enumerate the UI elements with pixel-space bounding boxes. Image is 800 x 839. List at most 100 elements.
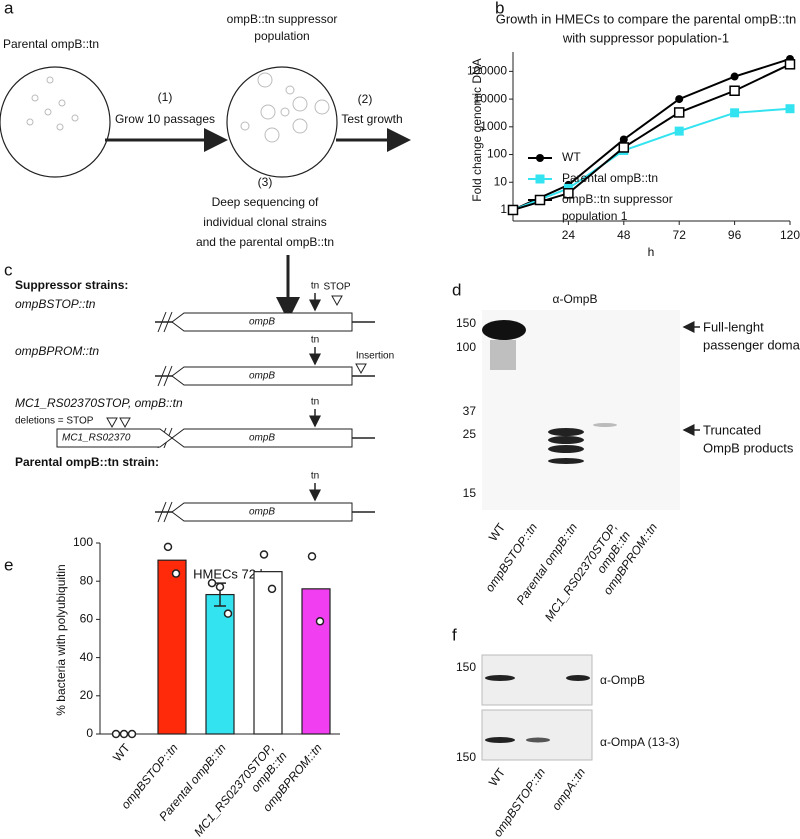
heading: Parental ompB::tn strain: xyxy=(15,455,159,469)
x-tick-label: 48 xyxy=(617,228,631,242)
bar xyxy=(253,571,283,735)
data-point xyxy=(315,617,325,626)
gene-box xyxy=(171,312,353,332)
band xyxy=(548,436,584,444)
band xyxy=(548,445,584,453)
marker xyxy=(784,59,796,70)
series-line xyxy=(512,63,791,211)
step-text: and the parental ompB::tn xyxy=(196,235,334,249)
gene-label: ompB xyxy=(249,507,275,518)
chart-title: with suppressor population-1 xyxy=(562,30,729,45)
y-tick-label: 60 xyxy=(80,612,94,626)
legend-entry: ompB::tn suppressor population 1 xyxy=(562,192,673,223)
y-axis-label: % bacteria with polyubiquitin xyxy=(54,564,68,715)
band xyxy=(490,340,516,370)
band xyxy=(482,320,526,340)
gene-box xyxy=(171,366,353,386)
marker-label: 150 xyxy=(456,316,476,330)
y-tick-label: 100000 xyxy=(467,64,507,78)
legend-marker xyxy=(536,154,544,162)
panel-label: e xyxy=(4,555,13,574)
series-line xyxy=(512,58,791,211)
data-point xyxy=(307,552,317,561)
triangle xyxy=(119,417,131,429)
gene-label: ompB xyxy=(249,371,275,382)
dish-label: population xyxy=(254,29,309,43)
mark-label: deletions = STOP xyxy=(15,416,94,427)
y-tick-label: 1000 xyxy=(480,119,507,133)
dish-label: ompB::tn suppressor xyxy=(227,12,338,26)
series-line xyxy=(512,107,791,211)
data-point xyxy=(119,729,129,739)
lane-label: WT xyxy=(486,520,509,544)
panel-label: b xyxy=(495,0,504,17)
marker-label: 150 xyxy=(456,660,476,674)
data-point xyxy=(127,729,137,739)
legend-entry: Parental ompB::tn xyxy=(562,171,658,185)
annotation: OmpB products xyxy=(703,440,794,455)
marker xyxy=(507,204,519,216)
x-tick-label: 96 xyxy=(728,228,742,242)
bar xyxy=(157,559,187,735)
bar xyxy=(301,588,331,735)
break-mark xyxy=(157,501,173,523)
marker-label: 15 xyxy=(463,486,477,500)
marker xyxy=(619,135,628,144)
annotation: Truncated xyxy=(703,422,761,437)
x-tick-label: WT xyxy=(110,740,133,764)
band xyxy=(548,428,584,436)
chart-title: Growth in HMECs to compare the parental … xyxy=(496,11,797,26)
y-tick-label: 1 xyxy=(500,202,507,216)
marker-label: 100 xyxy=(456,340,476,354)
band xyxy=(526,737,550,743)
legend-marker xyxy=(534,194,546,206)
band xyxy=(548,458,584,464)
y-tick-label: 40 xyxy=(80,650,94,664)
marker xyxy=(674,126,684,136)
antibody-label: α-OmpA (13-3) xyxy=(600,735,680,749)
x-tick-label: 72 xyxy=(673,228,687,242)
lane-label: MC1_RS02370STOP, xyxy=(542,521,620,624)
mark-label: Insertion xyxy=(356,351,394,362)
antibody-label: α-OmpB xyxy=(600,673,645,687)
x-axis-label: h xyxy=(648,245,655,259)
lane-label: WT xyxy=(486,765,509,789)
marker xyxy=(673,107,685,118)
panel-label: a xyxy=(4,0,14,17)
annotation: passenger domain xyxy=(703,337,800,352)
tn-label: tn xyxy=(311,281,319,292)
y-tick-label: 0 xyxy=(86,726,93,740)
step-text: Test growth xyxy=(341,112,402,126)
dish xyxy=(0,66,111,178)
tn-label: tn xyxy=(311,335,319,346)
marker xyxy=(729,85,740,96)
data-point xyxy=(215,582,225,592)
gene-label: MC1_RS02370 xyxy=(62,433,131,444)
legend-marker xyxy=(535,174,545,184)
y-axis-label: Fold change genomic DNA xyxy=(470,58,484,201)
x-tick-label: 24 xyxy=(562,228,576,242)
triangle xyxy=(355,363,367,375)
marker-label: 37 xyxy=(463,404,477,418)
x-tick-label: 120 xyxy=(780,228,800,242)
data-point xyxy=(171,569,181,578)
data-point xyxy=(207,578,217,588)
marker xyxy=(675,95,684,104)
colonies xyxy=(26,72,330,143)
lane-label: ompA::tn xyxy=(549,765,588,813)
strain-name: MC1_RS02370STOP, ompB::tn xyxy=(15,396,183,410)
y-tick-label: 10 xyxy=(494,174,508,188)
tn-label: tn xyxy=(311,471,319,482)
band xyxy=(485,675,515,681)
gene-box xyxy=(56,428,173,448)
annotation: Full-lenght xyxy=(703,319,764,334)
legend-entry: WT xyxy=(562,150,581,164)
step-number: (3) xyxy=(258,175,273,189)
step-text: individual clonal strains xyxy=(203,215,326,229)
marker xyxy=(730,72,739,81)
marker xyxy=(785,104,795,114)
y-tick-label: 80 xyxy=(80,573,94,587)
heading: Suppressor strains: xyxy=(15,278,128,292)
tn-label: tn xyxy=(311,397,319,408)
